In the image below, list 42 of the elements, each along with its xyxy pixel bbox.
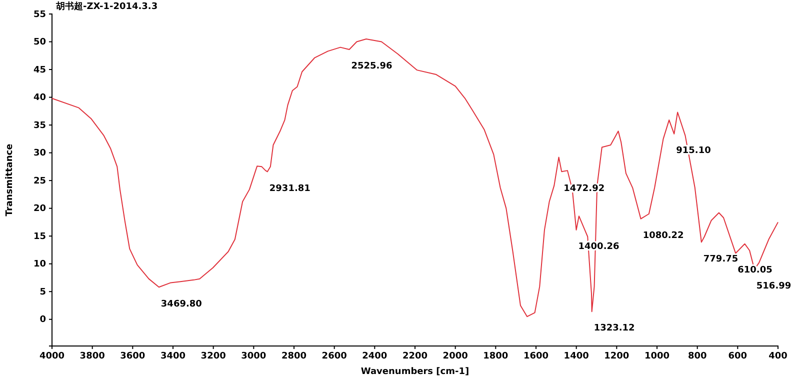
annotation: 516.99 [756, 282, 792, 292]
y-tick-label: 40 [33, 93, 46, 104]
chart-title: 胡书超-ZX-1-2014.3.3 [55, 1, 158, 12]
y-tick-label: 35 [33, 120, 46, 131]
y-tick-label: 15 [33, 232, 46, 242]
x-tick-label: 3000 [241, 351, 266, 362]
x-tick-label: 1600 [523, 351, 549, 362]
x-tick-label: 3800 [80, 351, 105, 362]
x-tick-label: 1000 [644, 351, 670, 362]
x-tick-label: 3600 [120, 351, 146, 362]
x-tick-label: 3200 [200, 351, 226, 362]
annotation: 1080.22 [642, 231, 684, 242]
x-tick-label: 3400 [160, 351, 186, 362]
x-tick-label: 2800 [281, 351, 307, 362]
y-tick-label: 30 [33, 148, 46, 159]
y-tick-label: 25 [33, 176, 46, 186]
x-tick-label: 2000 [442, 351, 468, 362]
annotation: 2931.81 [269, 184, 310, 194]
annotation: 610.05 [738, 265, 772, 276]
y-tick-label: 45 [33, 65, 46, 76]
x-tick-label: 4000 [39, 351, 65, 362]
y-axis-title: Transmittance [5, 144, 15, 216]
x-tick-label: 2400 [362, 351, 388, 362]
x-tick-label: 1200 [604, 351, 630, 362]
y-tick-label: 5 [40, 287, 46, 298]
annotation: 2525.96 [351, 62, 392, 72]
x-tick-label: 1400 [564, 351, 589, 362]
x-tick-label: 400 [768, 351, 788, 362]
y-tick-label: 10 [33, 260, 46, 270]
y-tick-label: 55 [33, 10, 46, 20]
annotation: 779.75 [703, 254, 738, 264]
y-tick-label: 20 [33, 204, 46, 214]
y-tick-label: 0 [40, 315, 46, 326]
x-tick-label: 2200 [402, 351, 428, 362]
x-tick-label: 2600 [322, 351, 347, 362]
x-tick-label: 1800 [483, 351, 508, 362]
y-tick-label: 50 [33, 38, 46, 48]
x-tick-label: 800 [688, 351, 707, 362]
annotation: 1323.12 [594, 324, 635, 334]
x-axis-title: Wavenumbers [cm-1] [360, 367, 470, 377]
annotation: 3469.80 [160, 299, 202, 310]
x-tick-label: 600 [728, 351, 748, 362]
